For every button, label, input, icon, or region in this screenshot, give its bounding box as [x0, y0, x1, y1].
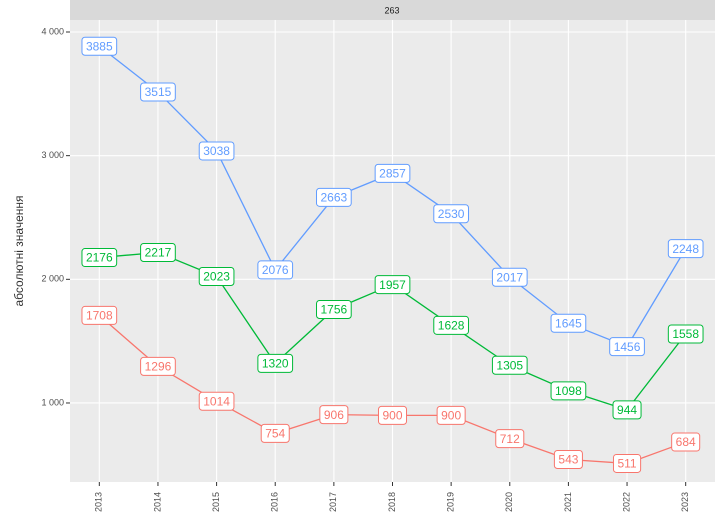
y-axis-label: абсолютні значення	[12, 195, 26, 306]
x-tick-label: 2018	[387, 492, 397, 512]
data-label: 2248	[672, 242, 699, 256]
label-box	[81, 248, 118, 268]
x-tick-label: 2022	[621, 492, 631, 512]
data-label: 684	[676, 435, 696, 449]
y-tick-label: 1 000	[41, 397, 64, 407]
data-label: 944	[617, 403, 637, 417]
label-box	[433, 315, 469, 335]
data-label: 511	[617, 457, 636, 471]
data-label: 1014	[203, 394, 230, 408]
label-box	[491, 355, 528, 375]
x-tick-label: 2021	[563, 492, 573, 512]
label-box	[550, 381, 587, 401]
label-box	[81, 36, 118, 56]
data-label: 1296	[145, 360, 172, 374]
data-label: 1558	[672, 327, 699, 341]
label-box	[316, 187, 352, 207]
data-label: 906	[324, 408, 344, 422]
label-box	[257, 260, 294, 280]
data-label: 3038	[203, 144, 230, 158]
data-label: 712	[500, 432, 520, 446]
label-box	[491, 267, 528, 287]
x-tick-label: 2015	[211, 492, 221, 512]
data-label: 1957	[379, 278, 406, 292]
data-label: 3515	[145, 85, 172, 99]
label-box	[436, 405, 466, 425]
data-label: 2017	[496, 270, 523, 284]
label-box	[495, 429, 525, 449]
label-box	[667, 239, 704, 259]
label-box	[553, 449, 583, 469]
x-tick-label: 2020	[504, 492, 514, 512]
data-label: 2217	[145, 246, 172, 260]
x-tick-label: 2013	[94, 492, 104, 512]
label-box	[316, 299, 352, 319]
label-box	[198, 141, 235, 161]
data-label: 900	[382, 409, 402, 423]
facet-title: 263	[384, 5, 399, 15]
x-tick-label: 2017	[328, 492, 338, 512]
data-label: 3885	[86, 39, 113, 53]
data-label: 1756	[321, 303, 348, 317]
data-label: 900	[441, 409, 461, 423]
y-tick-label: 2 000	[41, 274, 64, 284]
label-box	[198, 266, 235, 286]
data-label: 2530	[438, 207, 465, 221]
data-label: 754	[265, 427, 285, 441]
label-box	[140, 242, 176, 262]
data-label: 2176	[86, 251, 113, 265]
label-box	[260, 423, 290, 443]
y-tick-label: 4 000	[41, 26, 64, 36]
label-box	[374, 163, 411, 183]
data-label: 2076	[262, 263, 289, 277]
x-tick-label: 2014	[152, 492, 162, 512]
label-box	[612, 453, 642, 473]
label-box	[81, 305, 118, 325]
label-box	[374, 275, 411, 295]
data-label: 1628	[438, 318, 465, 332]
label-box	[671, 432, 701, 452]
label-box	[140, 82, 176, 102]
label-box	[433, 204, 469, 224]
label-box	[377, 405, 408, 425]
data-label: 543	[558, 453, 578, 467]
data-label: 2023	[203, 270, 230, 284]
data-label: 1320	[262, 357, 289, 371]
data-label: 2857	[379, 167, 406, 181]
y-tick-label: 3 000	[41, 150, 64, 160]
data-label: 1098	[555, 384, 582, 398]
label-box	[140, 356, 176, 376]
label-box	[319, 405, 349, 425]
data-label: 2663	[321, 191, 348, 205]
label-box	[612, 400, 642, 420]
label-box	[198, 391, 235, 411]
label-box	[667, 324, 704, 344]
data-label: 1645	[555, 316, 582, 330]
data-label: 1708	[86, 309, 113, 323]
x-tick-label: 2016	[270, 492, 280, 512]
data-label: 1456	[614, 340, 641, 354]
label-box	[609, 337, 645, 357]
data-label: 1305	[496, 358, 523, 372]
x-tick-label: 2019	[446, 492, 456, 512]
label-box	[550, 313, 587, 333]
label-box	[257, 353, 294, 373]
facet-strip	[70, 0, 715, 20]
x-tick-label: 2023	[680, 492, 690, 512]
